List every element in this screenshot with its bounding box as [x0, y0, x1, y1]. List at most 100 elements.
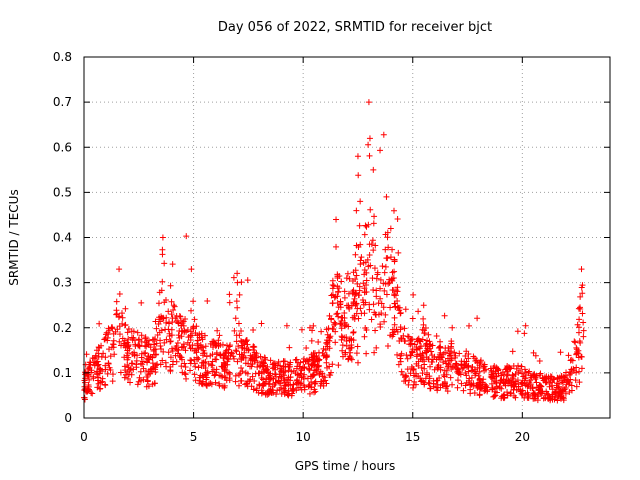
data-point: [476, 392, 483, 399]
data-point: [223, 342, 230, 349]
x-tick-label: 0: [80, 430, 88, 444]
data-point: [250, 327, 257, 334]
data-point: [191, 356, 198, 363]
data-point: [176, 312, 183, 319]
data-point: [312, 380, 319, 387]
data-point: [499, 369, 506, 376]
data-point: [257, 353, 264, 360]
data-point: [557, 349, 564, 356]
data-point: [260, 360, 267, 367]
data-point: [88, 389, 95, 396]
data-point: [333, 216, 340, 223]
data-point: [356, 222, 363, 229]
data-point: [395, 249, 402, 256]
data-point: [202, 343, 209, 350]
data-point: [381, 269, 388, 276]
data-point: [192, 377, 199, 384]
data-point: [371, 349, 378, 356]
data-point: [137, 368, 144, 375]
data-point: [426, 380, 433, 387]
data-point: [128, 371, 135, 378]
data-point: [171, 303, 178, 310]
data-point: [548, 382, 555, 389]
data-point: [181, 370, 188, 377]
data-point: [145, 353, 152, 360]
data-point: [263, 375, 270, 382]
data-point: [389, 287, 396, 294]
data-point: [476, 375, 483, 382]
data-point: [180, 318, 187, 325]
data-point: [111, 351, 118, 358]
data-point: [230, 274, 237, 281]
data-point: [300, 382, 307, 389]
data-point: [311, 367, 318, 374]
data-point: [109, 378, 116, 385]
data-point: [384, 342, 391, 349]
data-point: [420, 302, 427, 309]
data-point: [202, 358, 209, 365]
data-point: [349, 290, 356, 297]
data-point: [362, 324, 369, 331]
data-point: [471, 390, 478, 397]
data-point: [94, 384, 101, 391]
data-point: [245, 360, 252, 367]
data-point: [454, 384, 461, 391]
data-point: [244, 277, 251, 284]
data-point: [125, 336, 132, 343]
data-point: [337, 304, 344, 311]
data-point: [86, 376, 93, 383]
data-point: [398, 334, 405, 341]
data-point: [285, 367, 292, 374]
data-point: [261, 380, 268, 387]
data-point: [426, 373, 433, 380]
data-point: [179, 343, 186, 350]
data-point: [474, 383, 481, 390]
data-point: [477, 358, 484, 365]
data-point: [133, 357, 140, 364]
data-point: [555, 381, 562, 388]
y-tick-label: 0.1: [53, 366, 72, 380]
data-point: [455, 366, 462, 373]
data-point: [219, 373, 226, 380]
data-point: [373, 344, 380, 351]
data-point: [413, 353, 420, 360]
data-point: [411, 341, 418, 348]
data-point: [167, 338, 174, 345]
data-point: [149, 336, 156, 343]
data-point: [199, 372, 206, 379]
data-point: [156, 289, 163, 296]
data-point: [571, 338, 578, 345]
data-point: [205, 360, 212, 367]
data-point: [443, 383, 450, 390]
data-point: [133, 364, 140, 371]
data-point: [515, 362, 522, 369]
data-point: [219, 341, 226, 348]
data-point: [212, 379, 219, 386]
data-point: [362, 222, 369, 229]
data-point: [387, 304, 394, 311]
data-point: [235, 320, 242, 327]
data-point: [424, 337, 431, 344]
data-point: [210, 344, 216, 351]
data-point: [398, 368, 405, 375]
data-point: [514, 328, 521, 335]
data-point: [97, 379, 104, 386]
data-point: [282, 368, 289, 375]
data-point: [157, 343, 164, 350]
data-point: [217, 352, 224, 359]
data-point: [327, 333, 334, 340]
data-point: [559, 377, 566, 384]
data-point: [358, 310, 365, 317]
data-point: [435, 345, 442, 352]
data-point: [285, 390, 292, 397]
data-point: [317, 378, 324, 385]
data-point: [94, 377, 101, 384]
data-point: [119, 314, 126, 321]
data-point: [380, 280, 387, 287]
data-point: [361, 333, 368, 340]
data-point: [357, 257, 364, 264]
data-point: [227, 370, 234, 377]
data-point: [266, 376, 273, 383]
data-point: [188, 307, 195, 314]
data-point: [281, 358, 288, 365]
